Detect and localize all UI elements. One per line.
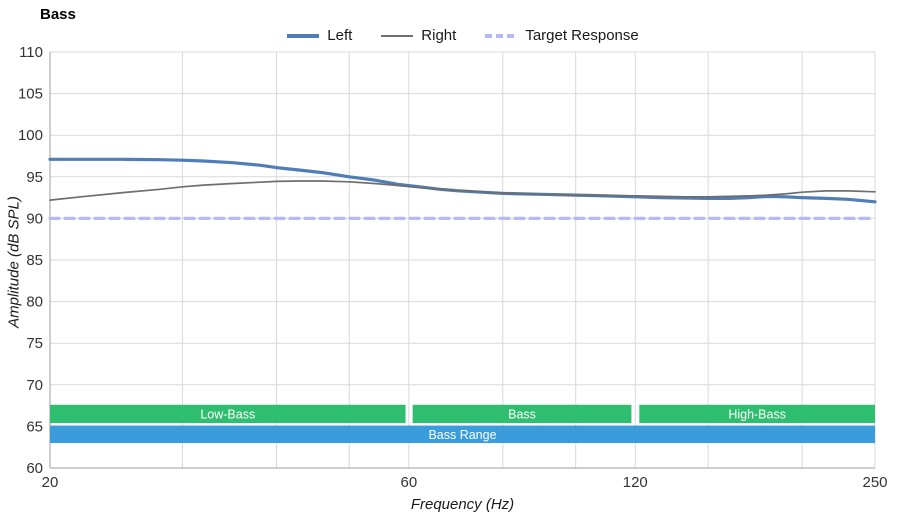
band-bass (412, 404, 632, 424)
y-tick-label: 70 (26, 377, 43, 394)
legend: Left Right Target Response (50, 27, 875, 44)
band-label-low-bass: Low-Bass (200, 407, 255, 421)
y-tick-label: 60 (26, 460, 43, 477)
x-tick-label: 60 (401, 474, 418, 491)
legend-label-target-response: Target Response (525, 27, 639, 44)
y-tick-label: 95 (26, 169, 43, 186)
y-tick-label: 75 (26, 335, 43, 352)
chart-title: Bass (40, 6, 76, 23)
legend-item-left[interactable]: Left (286, 27, 352, 44)
legend-swatch-right (381, 34, 414, 37)
band-bass-range (50, 425, 875, 444)
band-label-high-bass: High-Bass (728, 407, 786, 421)
legend-item-right[interactable]: Right (380, 27, 456, 44)
x-tick-label: 20 (42, 474, 59, 491)
y-tick-label: 105 (18, 86, 43, 103)
band-high-bass (639, 404, 875, 424)
y-tick-label: 65 (26, 418, 43, 435)
legend-label-left: Left (327, 27, 353, 44)
legend-item-target-response[interactable]: Target Response (484, 27, 639, 44)
band-low-bass (50, 404, 406, 424)
y-tick-label: 85 (26, 252, 43, 269)
y-axis-label: Amplitude (dB SPL) (5, 196, 23, 328)
legend-swatch-left (287, 33, 320, 38)
x-tick-label: 120 (623, 474, 648, 491)
legend-label-right: Right (421, 27, 457, 44)
y-tick-label: 100 (18, 127, 43, 144)
band-label-bass-range: Bass Range (428, 428, 496, 442)
y-tick-label: 110 (19, 44, 43, 61)
x-axis-label: Frequency (Hz) (410, 496, 515, 513)
band-label-bass: Bass (508, 407, 536, 421)
series-right (49, 180, 876, 201)
y-tick-label: 80 (26, 294, 43, 311)
legend-swatch-target-response (485, 33, 518, 38)
y-tick-label: 90 (26, 210, 43, 227)
x-tick-label: 250 (862, 474, 887, 491)
